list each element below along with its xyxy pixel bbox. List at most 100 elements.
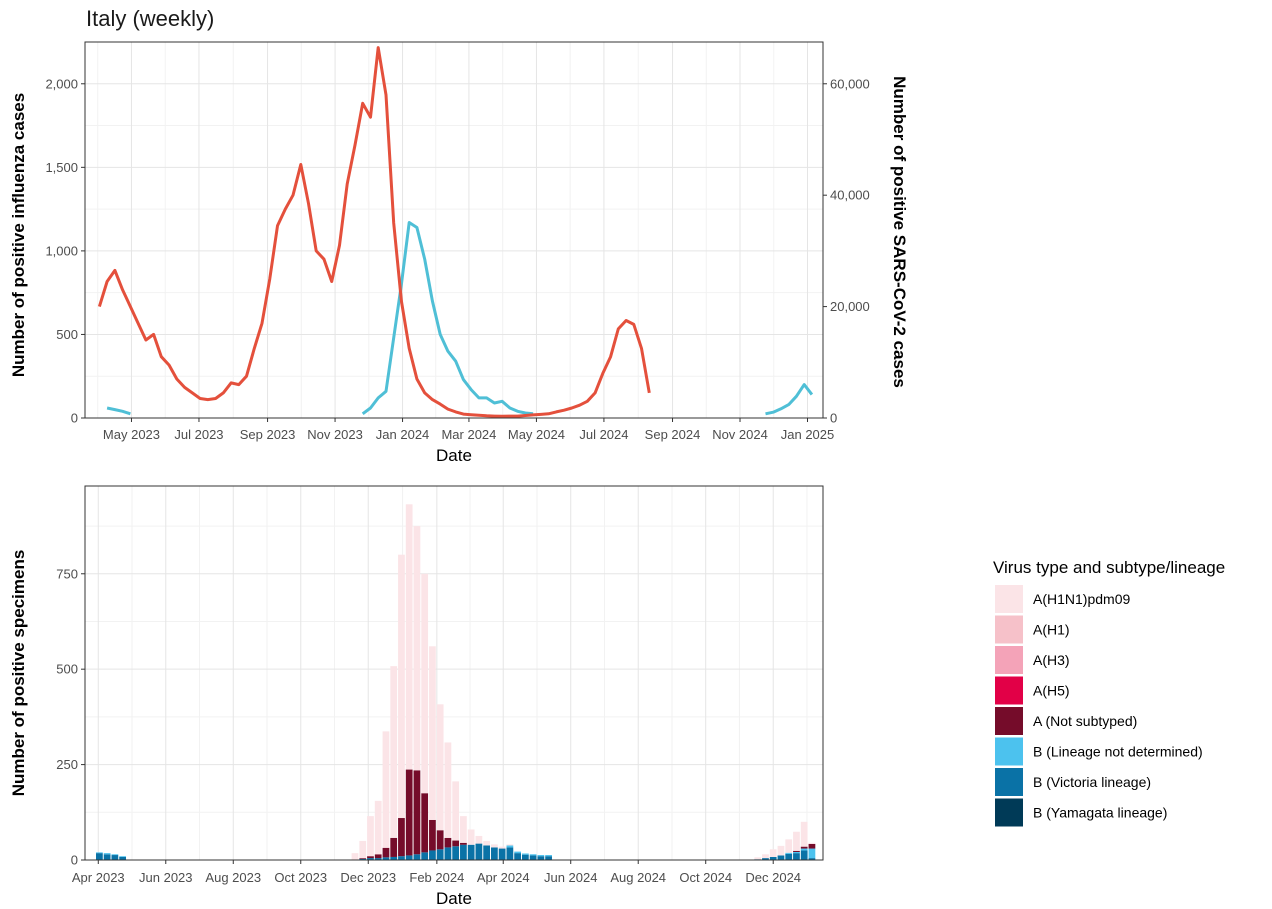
bar-segment	[793, 850, 800, 852]
x-tick-label: Jun 2023	[139, 870, 193, 885]
x-tick-label: Jul 2024	[579, 427, 628, 442]
bar-segment	[436, 849, 444, 860]
top-plot-border	[84, 41, 824, 419]
x-tick-label: Dec 2023	[340, 870, 396, 885]
bar-segment	[475, 835, 483, 844]
bar-segment	[762, 858, 769, 860]
x-tick-label: Dec 2024	[745, 870, 801, 885]
bar-segment	[514, 851, 521, 854]
x-tick-label: Oct 2023	[274, 870, 327, 885]
x-tick-label: Nov 2023	[307, 427, 363, 442]
legend-swatch	[995, 798, 1023, 827]
bar-segment	[405, 504, 413, 770]
bar-segment	[444, 847, 452, 860]
page-title: Italy (weekly)	[86, 6, 215, 31]
legend-swatch	[995, 585, 1023, 613]
bar-segment	[521, 853, 529, 855]
x-tick-label: Aug 2023	[205, 870, 261, 885]
legend-label: A(H5)	[1033, 683, 1070, 699]
y-tick-label: 0	[71, 853, 78, 868]
bar-segment	[436, 704, 444, 831]
bar-segment	[529, 854, 537, 856]
bar-segment	[529, 855, 537, 860]
bar-segment	[367, 816, 374, 857]
bar-segment	[793, 851, 800, 854]
top-series-lines	[97, 46, 814, 418]
bar-segment	[429, 819, 436, 851]
x-tick-label: Nov 2024	[712, 427, 768, 442]
influenza-line	[361, 221, 534, 416]
bottom-y-axis: 0 250 500 750	[56, 566, 85, 868]
y-tick-label-left: 1,000	[45, 243, 78, 258]
y-tick-label-left: 500	[56, 327, 78, 342]
legend-title: Virus type and subtype/lineage	[993, 558, 1225, 577]
top-y-axis-left: 0 500 1,000 1,500 2,000	[45, 76, 85, 426]
y-tick-label: 750	[56, 566, 78, 581]
bar-segment	[374, 800, 382, 855]
y-tick-label-right: 40,000	[830, 188, 870, 203]
x-tick-label: Jul 2023	[174, 427, 223, 442]
top-x-axis: May 2023 Jul 2023 Sep 2023 Nov 2023 Jan 2024…	[103, 418, 834, 442]
bar-segment	[405, 855, 413, 860]
legend-label: A(H3)	[1033, 652, 1070, 668]
legend-label: B (Yamagata lineage)	[1033, 805, 1167, 821]
bar-segment	[382, 847, 390, 858]
x-tick-label: Apr 2023	[72, 870, 125, 885]
x-tick-label: Oct 2024	[679, 870, 732, 885]
bar-segment	[545, 856, 552, 860]
bar-segment	[429, 646, 436, 820]
bottom-plot-border	[84, 485, 824, 861]
bar-segment	[119, 856, 126, 860]
bar-segment	[444, 837, 452, 848]
bar-segment	[483, 845, 491, 860]
bar-segment	[800, 821, 808, 847]
bar-segment	[808, 858, 816, 860]
bar-segment	[452, 781, 460, 841]
bar-segment	[103, 853, 111, 855]
bottom-stacked-bars	[96, 504, 816, 860]
influenza-line	[765, 383, 814, 416]
bar-segment	[785, 853, 793, 860]
bar-segment	[367, 858, 374, 860]
bar-segment	[467, 844, 475, 860]
x-tick-label: Apr 2024	[477, 870, 530, 885]
x-tick-label: Jan 2024	[376, 427, 430, 442]
bar-segment	[483, 840, 491, 846]
bar-segment	[793, 831, 800, 851]
bar-segment	[111, 855, 119, 860]
legend-swatch	[995, 737, 1023, 766]
bottom-chart-panel: 0 250 500 750 Apr 2023 Jun 2023 Aug 2023 Oct 2…	[9, 485, 824, 908]
SARS-CoV-2-line	[97, 46, 651, 418]
bar-segment	[413, 854, 421, 860]
top-plot-background	[85, 42, 823, 418]
y-tick-label-right: 0	[830, 411, 837, 426]
bar-segment	[491, 847, 498, 860]
bar-segment	[398, 856, 405, 860]
bar-segment	[111, 854, 119, 856]
bar-segment	[359, 840, 367, 859]
bar-segment	[390, 666, 398, 838]
bar-segment	[777, 855, 785, 860]
bar-segment	[390, 837, 398, 857]
bar-segment	[444, 742, 452, 838]
bar-segment	[808, 848, 816, 859]
bar-segment	[754, 857, 762, 860]
y-tick-label-left: 0	[71, 411, 78, 426]
bar-segment	[460, 842, 467, 845]
bar-segment	[460, 844, 467, 860]
bar-segment	[119, 856, 126, 857]
bar-segment	[374, 858, 382, 860]
legend-label: B (Victoria lineage)	[1033, 774, 1151, 790]
bar-segment	[382, 857, 390, 860]
bar-segment	[506, 847, 514, 860]
bar-segment	[382, 731, 390, 848]
x-tick-label: Feb 2024	[409, 870, 464, 885]
bar-segment	[769, 856, 777, 860]
bar-segment	[413, 770, 421, 855]
bar-segment	[808, 843, 816, 849]
x-tick-label: Sep 2024	[645, 427, 701, 442]
bar-segment	[498, 846, 506, 849]
bar-segment	[452, 840, 460, 847]
bar-segment	[537, 856, 545, 860]
